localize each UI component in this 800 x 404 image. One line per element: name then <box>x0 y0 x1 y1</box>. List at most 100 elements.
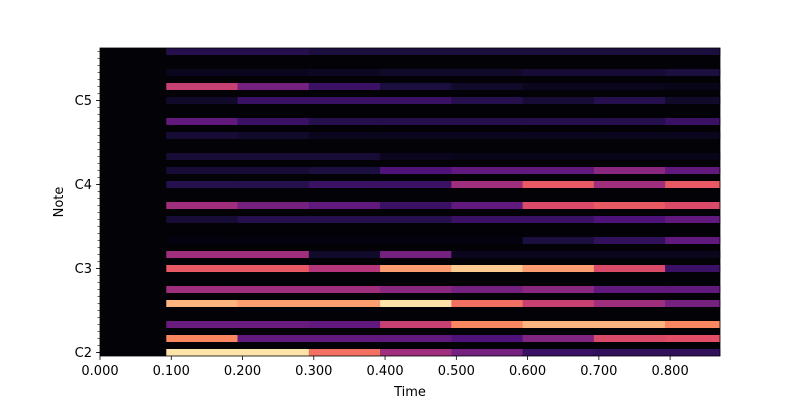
heatmap-cell <box>593 118 666 125</box>
heatmap-cell <box>451 321 523 328</box>
heatmap-cell <box>308 202 381 209</box>
heatmap-cell <box>308 321 381 328</box>
heatmap-cell <box>308 237 381 244</box>
heatmap-cell <box>380 286 452 293</box>
heatmap-cell <box>308 251 381 258</box>
heatmap-cell <box>593 153 666 160</box>
heatmap-cell <box>593 97 666 104</box>
heatmap-cell <box>308 83 381 90</box>
heatmap-cell <box>308 300 381 307</box>
heatmap-cell <box>593 349 666 356</box>
heatmap-cell <box>593 216 666 223</box>
heatmap-cell <box>237 216 310 223</box>
heatmap-cell <box>308 69 381 76</box>
heatmap-cell <box>308 349 381 356</box>
heatmap-cell <box>166 349 238 356</box>
heatmap-cell <box>308 118 381 125</box>
heatmap-cell <box>380 83 452 90</box>
heatmap-cell <box>166 202 238 209</box>
heatmap-cells <box>166 48 721 356</box>
heatmap-cell <box>522 132 595 139</box>
heatmap-cell <box>166 48 238 55</box>
heatmap-cell <box>166 286 238 293</box>
heatmap-cell <box>237 181 310 188</box>
heatmap-cell <box>237 300 310 307</box>
heatmap-cell <box>665 202 721 209</box>
heatmap-cell <box>593 202 666 209</box>
heatmap-cell <box>593 286 666 293</box>
heatmap-cell <box>522 265 595 272</box>
heatmap-cell <box>451 335 523 342</box>
heatmap-cell <box>166 69 238 76</box>
heatmap-cell <box>308 181 381 188</box>
heatmap-cell <box>166 321 238 328</box>
heatmap-cell <box>593 300 666 307</box>
heatmap-cell <box>593 132 666 139</box>
heatmap-cell <box>237 153 310 160</box>
heatmap-cell <box>522 349 595 356</box>
heatmap-cell <box>593 83 666 90</box>
heatmap-cell <box>380 69 452 76</box>
heatmap-cell <box>166 251 238 258</box>
heatmap-cell <box>380 265 452 272</box>
heatmap-cell <box>665 153 721 160</box>
heatmap-cell <box>237 321 310 328</box>
heatmap-cell <box>308 153 381 160</box>
heatmap-cell <box>665 48 721 55</box>
heatmap-cell <box>451 286 523 293</box>
heatmap-cell <box>237 237 310 244</box>
heatmap-cell <box>522 251 595 258</box>
heatmap-cell <box>451 237 523 244</box>
heatmap-cell <box>166 181 238 188</box>
heatmap-cell <box>665 118 721 125</box>
heatmap-cell <box>380 132 452 139</box>
heatmap-cell <box>522 83 595 90</box>
heatmap-cell <box>237 167 310 174</box>
heatmap-cell <box>522 69 595 76</box>
heatmap-cell <box>380 321 452 328</box>
heatmap-cell <box>593 181 666 188</box>
y-axis-label: Note <box>52 187 67 218</box>
heatmap-cell <box>308 97 381 104</box>
heatmap-cell <box>380 153 452 160</box>
x-tick-label: 0.000 <box>81 364 118 379</box>
heatmap-cell <box>308 216 381 223</box>
heatmap-cell <box>522 300 595 307</box>
heatmap-cell <box>237 349 310 356</box>
heatmap-cell <box>237 118 310 125</box>
heatmap-cell <box>522 286 595 293</box>
heatmap-cell <box>166 118 238 125</box>
heatmap-cell <box>665 251 721 258</box>
heatmap-cell <box>380 118 452 125</box>
heatmap-cell <box>308 167 381 174</box>
y-tick-label: C3 <box>75 262 92 277</box>
heatmap-cell <box>665 69 721 76</box>
heatmap-cell <box>166 237 238 244</box>
heatmap-cell <box>380 202 452 209</box>
heatmap-cell <box>451 83 523 90</box>
heatmap-cell <box>237 48 310 55</box>
heatmap-cell <box>380 335 452 342</box>
heatmap-cell <box>451 300 523 307</box>
heatmap-cell <box>665 97 721 104</box>
x-tick-label: 0.100 <box>153 364 190 379</box>
heatmap-cell <box>593 321 666 328</box>
heatmap-cell <box>522 216 595 223</box>
heatmap-cell <box>380 97 452 104</box>
heatmap-cell <box>522 97 595 104</box>
heatmap-cell <box>166 216 238 223</box>
heatmap-cell <box>166 97 238 104</box>
y-tick-label: C4 <box>75 178 92 193</box>
heatmap-cell <box>166 167 238 174</box>
heatmap-cell <box>522 237 595 244</box>
x-tick-label: 0.200 <box>224 364 261 379</box>
heatmap-cell <box>451 251 523 258</box>
heatmap-cell <box>166 132 238 139</box>
heatmap-cell <box>166 300 238 307</box>
heatmap-cell <box>237 286 310 293</box>
heatmap-cell <box>522 202 595 209</box>
heatmap-cell <box>451 265 523 272</box>
heatmap-cell <box>522 335 595 342</box>
